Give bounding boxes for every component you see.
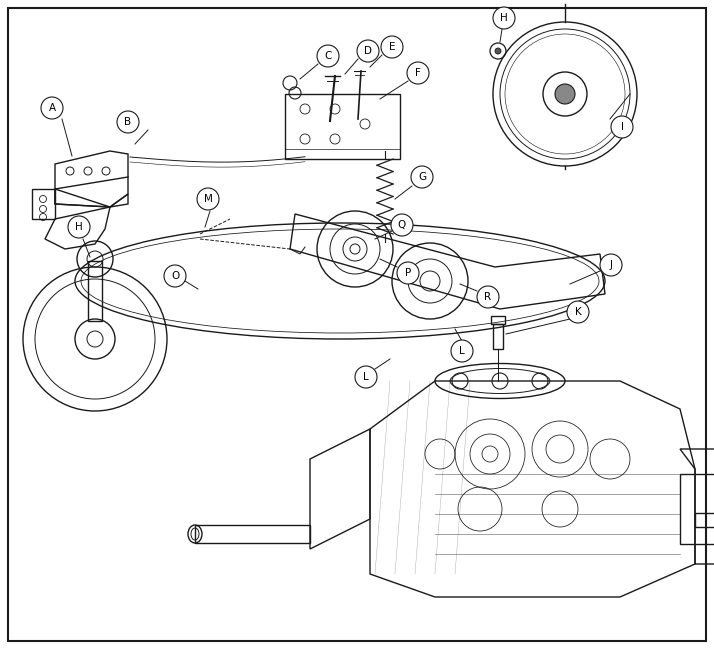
Text: B: B [124,117,131,127]
Circle shape [451,340,473,362]
Circle shape [68,216,90,238]
Circle shape [477,286,499,308]
Text: D: D [364,46,372,56]
Text: H: H [500,13,508,23]
Circle shape [407,62,429,84]
Text: O: O [171,271,179,281]
Text: I: I [620,122,623,132]
Text: C: C [324,51,332,61]
Text: L: L [363,372,369,382]
Circle shape [495,48,501,54]
Text: L: L [459,346,465,356]
Text: P: P [405,268,411,278]
Text: M: M [203,194,213,204]
Bar [285,94,400,159]
Bar [491,316,505,324]
Bar [195,525,310,543]
Circle shape [567,301,589,323]
Text: E: E [388,42,396,52]
Text: K: K [575,307,581,317]
Text: F: F [415,68,421,78]
Bar [88,261,102,321]
Circle shape [357,40,379,62]
Circle shape [600,254,622,276]
Circle shape [555,84,575,104]
Circle shape [611,116,633,138]
Circle shape [41,97,63,119]
Circle shape [355,366,377,388]
Bar [695,513,714,527]
Circle shape [317,45,339,67]
Text: R: R [484,292,491,302]
Circle shape [391,214,413,236]
Text: Q: Q [398,220,406,230]
Text: H: H [75,222,83,232]
Text: J: J [610,260,613,270]
Circle shape [381,36,403,58]
Circle shape [411,166,433,188]
Circle shape [397,262,419,284]
Text: A: A [49,103,56,113]
Circle shape [117,111,139,133]
Circle shape [493,7,515,29]
Circle shape [197,188,219,210]
Circle shape [164,265,186,287]
Bar [493,324,503,349]
Text: G: G [418,172,426,182]
